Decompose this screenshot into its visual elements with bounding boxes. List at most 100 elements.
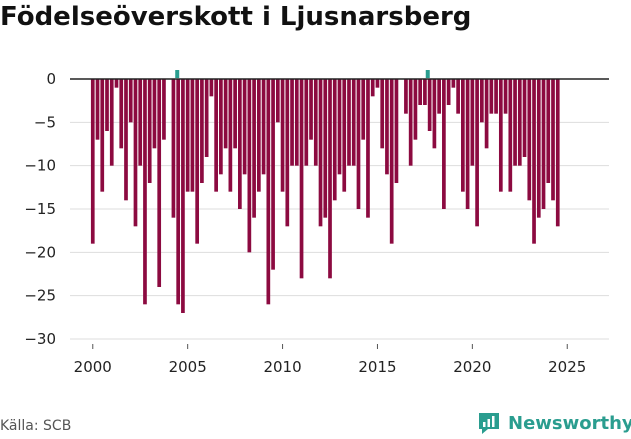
bar [394, 79, 399, 183]
bar [456, 79, 460, 114]
bar [361, 79, 366, 140]
y-tick-label: −30 [24, 330, 56, 348]
event-marker [425, 70, 430, 78]
bar [527, 79, 532, 201]
bar [446, 79, 451, 105]
bar [309, 79, 313, 140]
bar [195, 79, 200, 244]
bar [147, 79, 152, 183]
bar [238, 79, 242, 209]
bar [143, 79, 147, 305]
bar [494, 79, 498, 114]
brand-name: Newsworthy [508, 412, 631, 434]
bar [470, 79, 475, 166]
bar [508, 79, 513, 192]
bar [484, 79, 489, 149]
bar [133, 79, 138, 227]
bar [290, 79, 294, 166]
bar [503, 79, 508, 114]
bar [522, 79, 527, 157]
y-tick-label: −20 [24, 243, 56, 261]
bar [190, 79, 195, 192]
y-tick-label: 0 [46, 70, 56, 88]
bar [437, 79, 441, 114]
bar [332, 79, 337, 201]
bar [418, 79, 423, 105]
x-tick-label: 2000 [74, 358, 112, 376]
brand-logo[interactable]: Newsworthy [476, 408, 631, 438]
bar [157, 79, 162, 287]
bar [285, 79, 290, 227]
bar [95, 79, 100, 140]
bar [114, 79, 119, 88]
bar [271, 79, 275, 270]
bar [380, 79, 385, 149]
event-marker [175, 70, 180, 78]
bar [318, 79, 323, 227]
y-tick-label: −5 [34, 113, 56, 131]
bar [256, 79, 261, 192]
bar [465, 79, 470, 209]
bar [119, 79, 124, 149]
bar [517, 79, 522, 166]
bar [261, 79, 266, 175]
bar [252, 79, 256, 218]
x-tick-label: 2020 [453, 358, 491, 376]
bar [541, 79, 546, 209]
bar [233, 79, 237, 149]
bar [498, 79, 503, 192]
bar [266, 79, 271, 305]
bar [328, 79, 332, 279]
bar [105, 79, 109, 131]
bar [294, 79, 299, 166]
bar [513, 79, 517, 166]
bar [479, 79, 484, 123]
source-label: Källa: SCB [0, 418, 72, 434]
bar [337, 79, 342, 175]
x-tick-label: 2005 [169, 358, 207, 376]
bar [432, 79, 437, 149]
bar [546, 79, 551, 183]
bar [100, 79, 105, 192]
bar [138, 79, 143, 166]
bar [370, 79, 375, 97]
bar [90, 79, 95, 244]
bar [200, 79, 204, 183]
bar [242, 79, 247, 175]
x-tick-label: 2010 [263, 358, 301, 376]
bar [204, 79, 209, 157]
x-tick-label: 2025 [548, 358, 586, 376]
chart-title: Födelseöverskott i Ljusnarsberg [0, 2, 472, 32]
bar [228, 79, 233, 192]
bar [551, 79, 555, 201]
bar-chart: 0 −5 −10 −15 −20 −25 −30 2000 2005 2010 2015 2020 20… [24, 70, 609, 376]
bar [247, 79, 252, 253]
bar [214, 79, 218, 192]
bar [342, 79, 347, 192]
bar [185, 79, 190, 192]
bar [299, 79, 304, 279]
bar [162, 79, 166, 140]
y-tick-label: −15 [24, 200, 56, 218]
bar [356, 79, 361, 209]
bar [347, 79, 351, 166]
bar [404, 79, 408, 114]
bar [536, 79, 541, 218]
bar [223, 79, 228, 149]
bar [304, 79, 309, 166]
bar [209, 79, 214, 97]
y-tick-label: −25 [24, 287, 56, 305]
y-tick-label: −10 [24, 157, 56, 175]
bar [280, 79, 285, 192]
bar [555, 79, 560, 227]
bar [442, 79, 446, 209]
bar [461, 79, 465, 192]
bar [275, 79, 280, 123]
bar [109, 79, 114, 166]
bar [489, 79, 494, 114]
bar [366, 79, 370, 218]
bar [323, 79, 328, 218]
bar [451, 79, 456, 88]
bar [171, 79, 176, 218]
bar [408, 79, 413, 166]
